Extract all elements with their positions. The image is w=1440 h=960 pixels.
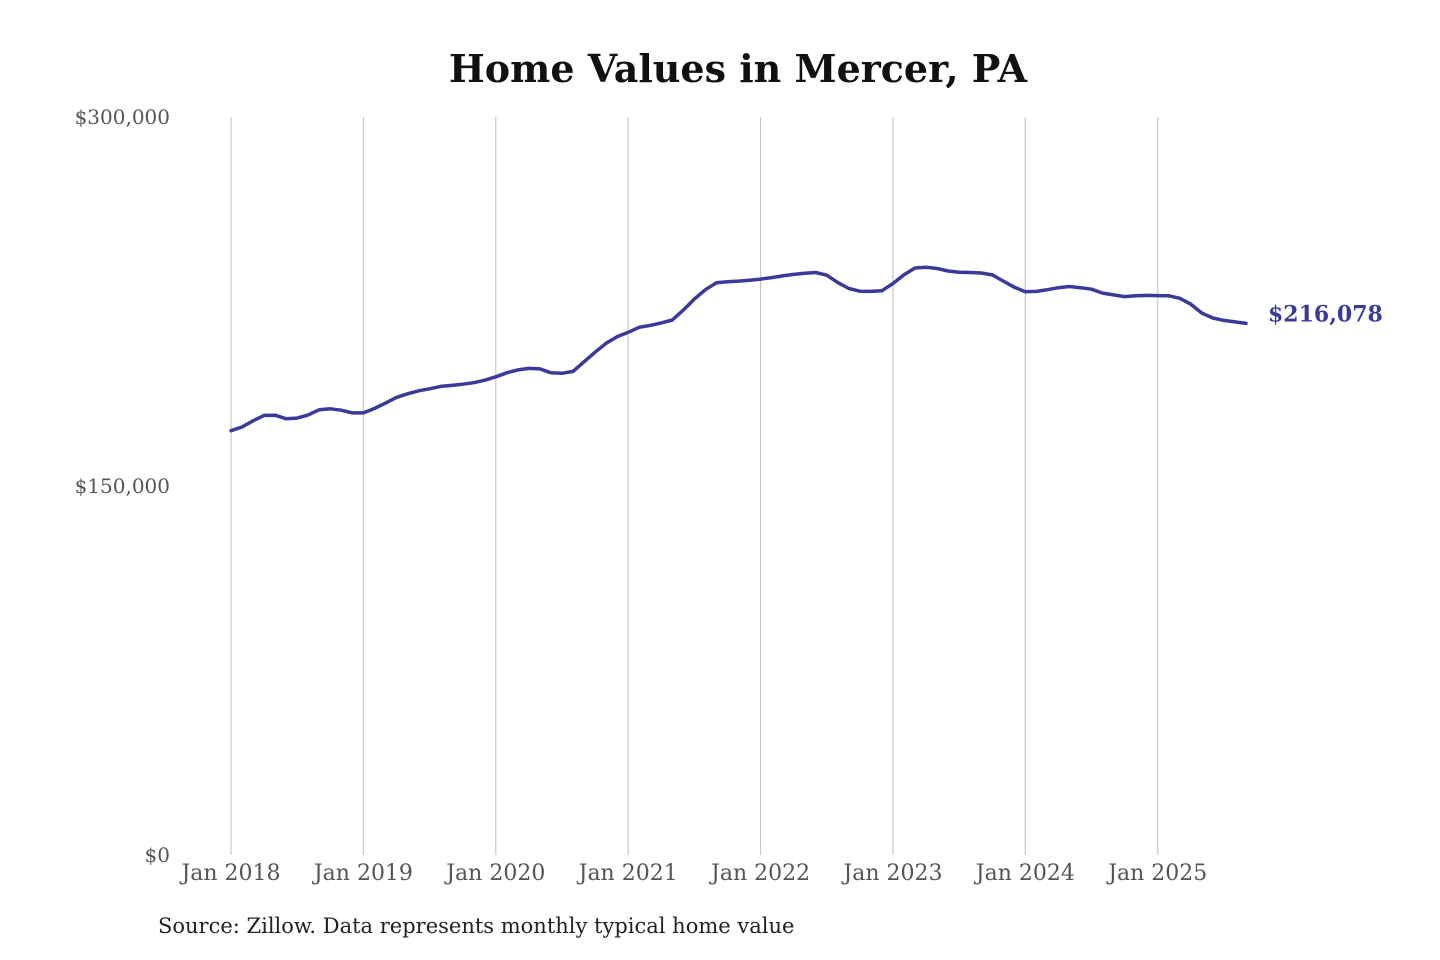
x-tick-label: Jan 2023 [841, 861, 942, 886]
end-value-label: $216,078 [1268, 301, 1383, 327]
x-axis-tick-labels: Jan 2018 Jan 2019 Jan 2020 Jan 2021 Jan 2022… [179, 861, 1207, 886]
y-axis-tick-labels: $0 $150,000 $300,000 [75, 105, 170, 867]
chart-title: Home Values in Mercer, PA [449, 46, 1028, 91]
x-tick-label: Jan 2024 [974, 861, 1075, 886]
x-tick-label: Jan 2025 [1106, 861, 1207, 886]
x-tick-label: Jan 2018 [179, 861, 280, 886]
source-note: Source: Zillow. Data represents monthly … [158, 914, 795, 938]
x-tick-label: Jan 2020 [444, 861, 545, 886]
y-tick-label: $150,000 [75, 474, 170, 498]
x-tick-label: Jan 2021 [577, 861, 678, 886]
x-tick-label: Jan 2019 [312, 861, 413, 886]
vertical-gridlines [230, 117, 1159, 855]
x-tick-label: Jan 2022 [709, 861, 810, 886]
y-tick-label: $0 [145, 843, 170, 867]
y-tick-label: $300,000 [75, 105, 170, 129]
series-line-home-value [229, 265, 1248, 433]
